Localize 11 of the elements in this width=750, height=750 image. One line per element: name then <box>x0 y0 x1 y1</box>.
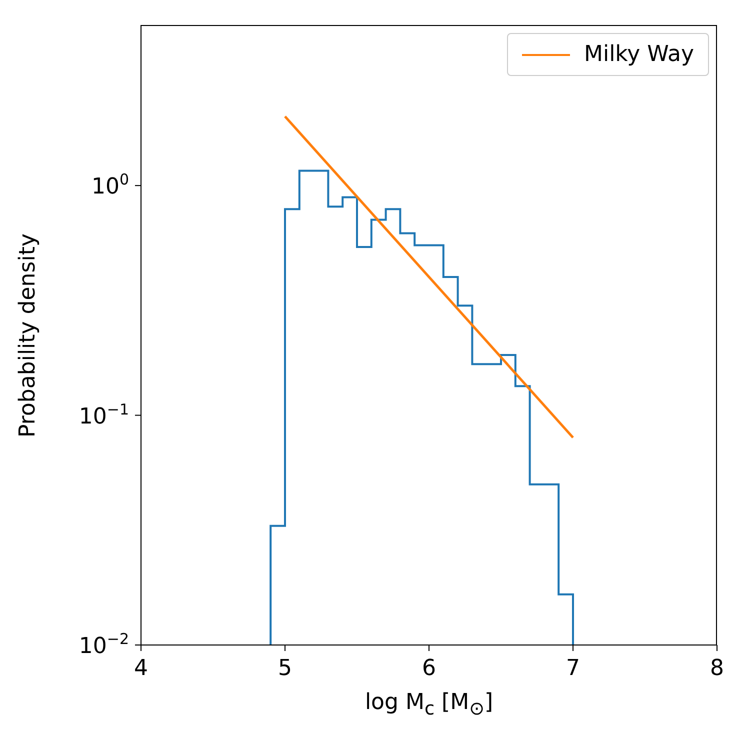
x-tick-label: 8 <box>710 656 724 681</box>
x-tick-label: 7 <box>566 656 580 681</box>
x-tick-label: 5 <box>278 656 292 681</box>
x-axis-title: log M$_{c}$ [M$_{⊙}$] <box>364 690 494 720</box>
y-tick-label: 10$^{−2}$ <box>78 630 129 659</box>
y-tick-label: 10$^{0}$ <box>91 170 129 200</box>
y-axis-title: Probability density <box>16 233 41 437</box>
y-tick-label: 10$^{−1}$ <box>78 400 129 430</box>
legend-label: Milky Way <box>584 42 694 67</box>
x-tick-label: 6 <box>422 656 436 681</box>
x-tick-label: 4 <box>134 656 148 681</box>
